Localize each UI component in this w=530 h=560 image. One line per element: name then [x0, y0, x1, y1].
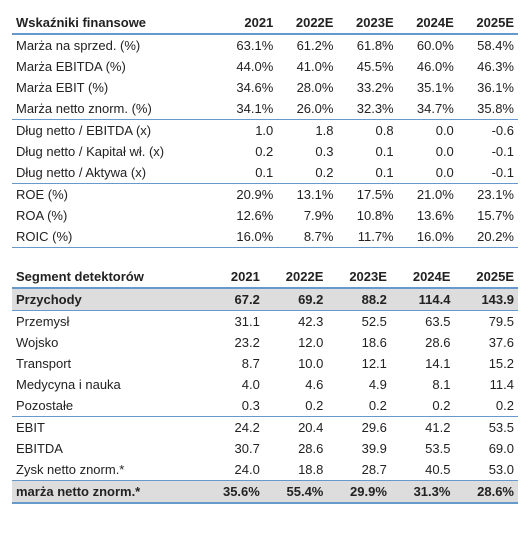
table-row: Wojsko23.212.018.628.637.6 — [12, 332, 518, 353]
table-row: EBITDA30.728.639.953.569.0 — [12, 438, 518, 459]
table-row: Transport8.710.012.114.115.2 — [12, 353, 518, 374]
table-row: Dług netto / Aktywa (x)0.10.20.10.0-0.1 — [12, 162, 518, 184]
financial-indicators-table: Wskaźniki finansowe 2021 2022E 2023E 202… — [12, 12, 518, 248]
table-row: Dług netto / EBITDA (x)1.01.80.80.0-0.6 — [12, 120, 518, 142]
financial-indicators-header: Wskaźniki finansowe 2021 2022E 2023E 202… — [12, 12, 518, 34]
col-year: 2023E — [337, 12, 397, 34]
table-row: ROE (%)20.9%13.1%17.5%21.0%23.1% — [12, 184, 518, 206]
col-year: 2021 — [218, 12, 277, 34]
col-year: 2024E — [398, 12, 458, 34]
col-year: 2024E — [391, 266, 455, 288]
table-row: Dług netto / Kapitał wł. (x)0.20.30.10.0… — [12, 141, 518, 162]
table-row: Marża na sprzed. (%)63.1%61.2%61.8%60.0%… — [12, 34, 518, 56]
table-row: ROA (%)12.6%7.9%10.8%13.6%15.7% — [12, 205, 518, 226]
table-row: Medycyna i nauka4.04.64.98.111.4 — [12, 374, 518, 395]
table-row: Marża EBIT (%)34.6%28.0%33.2%35.1%36.1% — [12, 77, 518, 98]
col-year: 2025E — [454, 266, 518, 288]
table-row: EBIT24.220.429.641.253.5 — [12, 417, 518, 439]
segment-detectors-header: Segment detektorów 2021 2022E 2023E 2024… — [12, 266, 518, 288]
col-year: 2023E — [327, 266, 391, 288]
table2-title: Segment detektorów — [12, 266, 201, 288]
margin-footer-row: marża netto znorm.* 35.6% 55.4% 29.9% 31… — [12, 481, 518, 504]
revenue-row: Przychody 67.2 69.2 88.2 114.4 143.9 — [12, 288, 518, 311]
col-year: 2025E — [458, 12, 518, 34]
table-row: Zysk netto znorm.*24.018.828.740.553.0 — [12, 459, 518, 481]
table-row: Marża netto znorm. (%)34.1%26.0%32.3%34.… — [12, 98, 518, 120]
table-row: Pozostałe0.30.20.20.20.2 — [12, 395, 518, 417]
table-row: ROIC (%)16.0%8.7%11.7%16.0%20.2% — [12, 226, 518, 248]
table-row: Przemysł31.142.352.563.579.5 — [12, 311, 518, 333]
col-year: 2022E — [277, 12, 337, 34]
table1-title: Wskaźniki finansowe — [12, 12, 218, 34]
col-year: 2022E — [264, 266, 328, 288]
segment-detectors-table: Segment detektorów 2021 2022E 2023E 2024… — [12, 266, 518, 504]
table-row: Marża EBITDA (%)44.0%41.0%45.5%46.0%46.3… — [12, 56, 518, 77]
col-year: 2021 — [201, 266, 264, 288]
